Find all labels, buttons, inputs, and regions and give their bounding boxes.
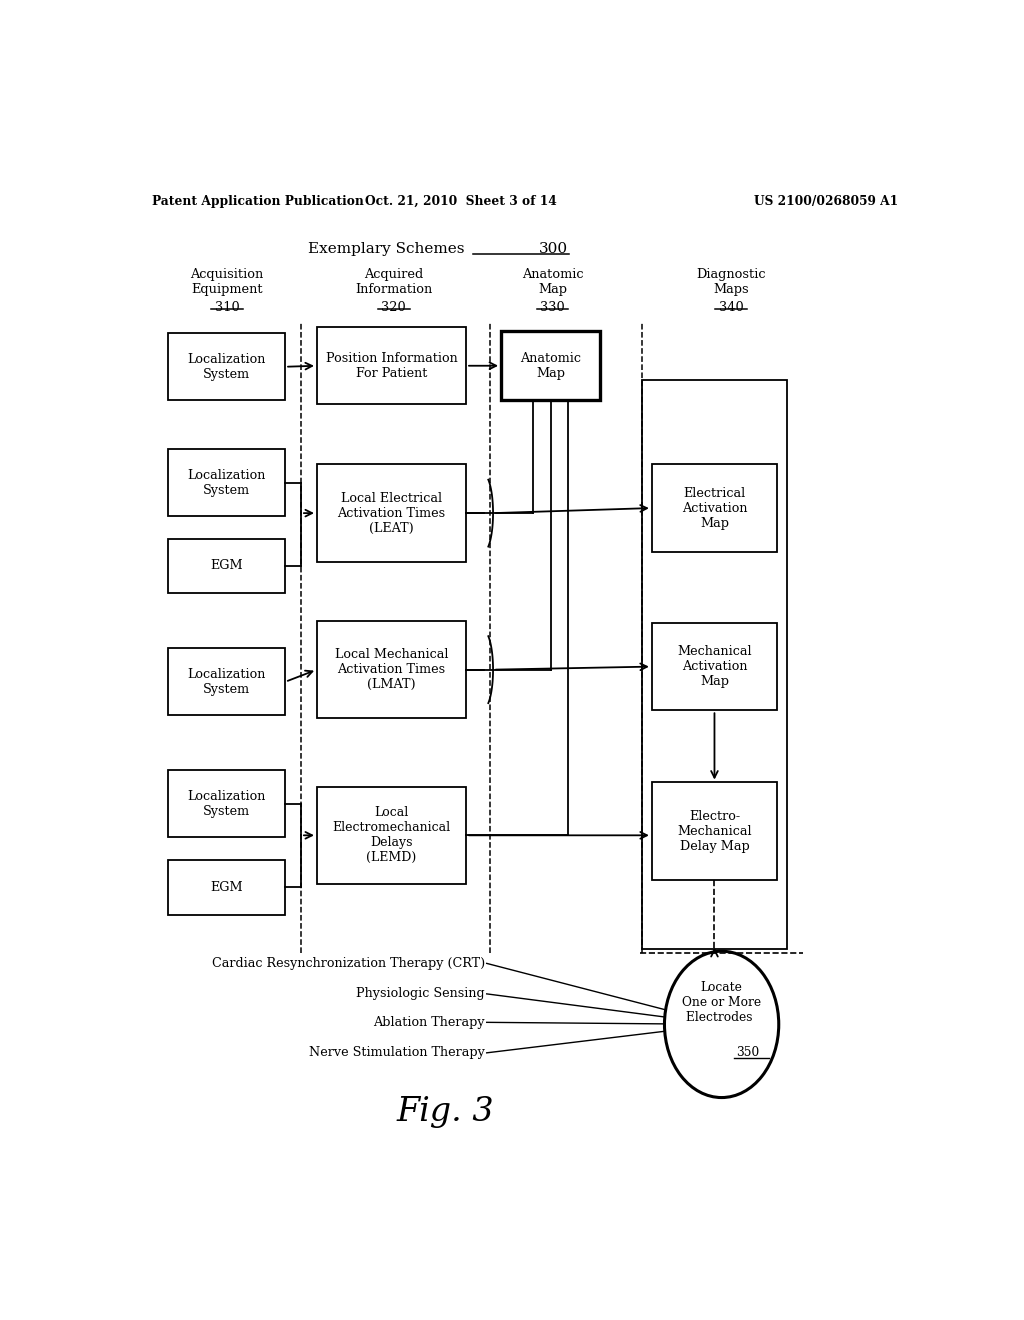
Text: Mechanical
Activation
Map: Mechanical Activation Map [677, 645, 752, 688]
Text: Locate
One or More
Electrodes: Locate One or More Electrodes [682, 981, 761, 1023]
Text: 320: 320 [382, 301, 407, 314]
Bar [168, 333, 285, 400]
Bar [316, 620, 466, 718]
Bar [652, 783, 777, 880]
Text: 350: 350 [736, 1047, 759, 1060]
Text: Anatomic: Anatomic [522, 268, 584, 281]
Text: Equipment: Equipment [191, 284, 263, 297]
Text: Physiologic Sensing: Physiologic Sensing [356, 987, 485, 1001]
Text: Anatomic
Map: Anatomic Map [520, 351, 581, 380]
Text: Diagnostic: Diagnostic [696, 268, 766, 281]
Text: Nerve Stimulation Therapy: Nerve Stimulation Therapy [309, 1047, 485, 1060]
Bar [168, 648, 285, 715]
Text: US 2100/0268059 A1: US 2100/0268059 A1 [754, 195, 898, 209]
Bar [168, 539, 285, 594]
Text: Acquired: Acquired [365, 268, 424, 281]
Text: Map: Map [538, 284, 567, 297]
Text: Exemplary Schemes: Exemplary Schemes [308, 242, 469, 256]
Text: Electrical
Activation
Map: Electrical Activation Map [682, 487, 748, 529]
Text: 300: 300 [540, 242, 568, 256]
Bar [316, 465, 466, 562]
Text: 330: 330 [541, 301, 565, 314]
Text: Acquisition: Acquisition [190, 268, 264, 281]
Text: Maps: Maps [714, 284, 749, 297]
Text: Cardiac Resynchronization Therapy (CRT): Cardiac Resynchronization Therapy (CRT) [212, 957, 485, 970]
Bar [168, 449, 285, 516]
Text: 340: 340 [719, 301, 743, 314]
Text: Patent Application Publication: Patent Application Publication [152, 195, 364, 209]
Text: EGM: EGM [210, 880, 243, 894]
Text: Position Information
For Patient: Position Information For Patient [326, 351, 458, 380]
Bar [168, 771, 285, 837]
Text: 310: 310 [215, 301, 240, 314]
Text: Ablation Therapy: Ablation Therapy [374, 1016, 485, 1028]
Text: Information: Information [355, 284, 432, 297]
Text: Local Mechanical
Activation Times
(LMAT): Local Mechanical Activation Times (LMAT) [335, 648, 449, 692]
Bar [642, 380, 786, 949]
Text: Localization
System: Localization System [187, 789, 265, 818]
Text: Local
Electromechanical
Delays
(LEMD): Local Electromechanical Delays (LEMD) [333, 807, 451, 865]
Text: Local Electrical
Activation Times
(LEAT): Local Electrical Activation Times (LEAT) [338, 491, 445, 535]
Bar [501, 331, 600, 400]
Bar [316, 787, 466, 884]
Text: EGM: EGM [210, 560, 243, 573]
Text: Electro-
Mechanical
Delay Map: Electro- Mechanical Delay Map [677, 809, 752, 853]
Bar [168, 859, 285, 915]
Text: Fig. 3: Fig. 3 [396, 1096, 495, 1127]
Text: Oct. 21, 2010  Sheet 3 of 14: Oct. 21, 2010 Sheet 3 of 14 [366, 195, 557, 209]
Bar [652, 465, 777, 552]
Text: Localization
System: Localization System [187, 668, 265, 696]
Text: Localization
System: Localization System [187, 352, 265, 380]
Text: Localization
System: Localization System [187, 469, 265, 496]
Bar [316, 327, 466, 404]
Bar [652, 623, 777, 710]
